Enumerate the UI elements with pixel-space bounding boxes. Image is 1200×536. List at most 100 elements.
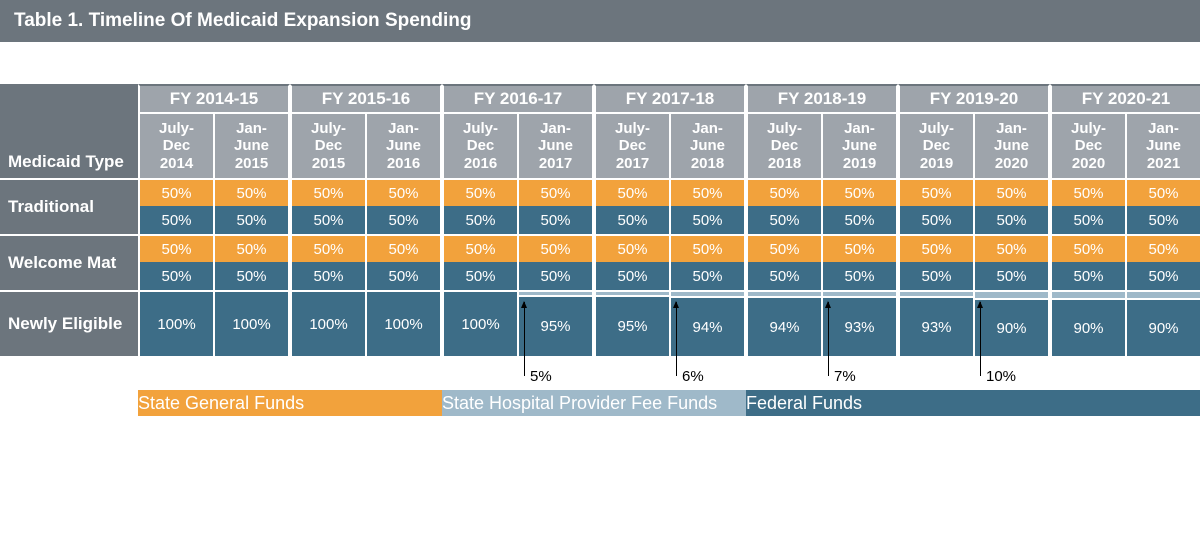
callout-cell: [594, 356, 670, 386]
newly-eligible-cell: 100%: [442, 290, 518, 356]
federal-bar: 95%: [596, 297, 669, 356]
newly-eligible-cell: 95%: [518, 290, 594, 356]
newly-eligible-cell: 100%: [214, 290, 290, 356]
pct-cell: 50%: [898, 206, 974, 234]
fy-header-row: Medicaid Type FY 2014-15FY 2015-16FY 201…: [0, 84, 1200, 114]
callout-cell: [746, 356, 822, 386]
federal-bar: 100%: [292, 292, 365, 356]
pct-cell: 50%: [214, 262, 290, 290]
pct-cell: 50%: [1050, 206, 1126, 234]
pct-cell: 50%: [594, 234, 670, 262]
pct-cell: 50%: [442, 234, 518, 262]
pct-cell: 50%: [366, 206, 442, 234]
half-header: July-Dec2014: [138, 114, 214, 178]
pct-cell: 50%: [670, 178, 746, 206]
fy-header: FY 2020-21: [1050, 84, 1200, 114]
pct-cell: 50%: [670, 234, 746, 262]
pct-cell: 50%: [290, 262, 366, 290]
pct-cell: 50%: [746, 234, 822, 262]
pct-cell: 50%: [366, 234, 442, 262]
pct-cell: 50%: [518, 262, 594, 290]
legend-hospital-fee: State Hospital Provider Fee Funds: [442, 386, 746, 416]
pct-cell: 50%: [1050, 178, 1126, 206]
table-title: Table 1. Timeline Of Medicaid Expansion …: [0, 0, 1200, 42]
federal-bar: 94%: [748, 298, 821, 356]
federal-bar: 100%: [367, 292, 440, 356]
pct-cell: 50%: [1126, 206, 1200, 234]
pct-cell: 50%: [138, 234, 214, 262]
pct-cell: 50%: [138, 178, 214, 206]
callout-label: 6%: [682, 368, 704, 385]
pct-cell: 50%: [822, 234, 898, 262]
pct-cell: 50%: [974, 206, 1050, 234]
half-header: Jan-June2020: [974, 114, 1050, 178]
pct-cell: 50%: [1126, 234, 1200, 262]
half-header: Jan-June2015: [214, 114, 290, 178]
pct-cell: 50%: [290, 178, 366, 206]
callout-arrow: [980, 302, 981, 376]
callout-cell: [290, 356, 366, 386]
callout-arrow: [676, 302, 677, 376]
pct-cell: 50%: [1050, 262, 1126, 290]
callout-cell: 5%: [518, 356, 594, 386]
fy-header: FY 2019-20: [898, 84, 1050, 114]
fy-header: FY 2014-15: [138, 84, 290, 114]
pct-cell: 50%: [746, 206, 822, 234]
half-header: Jan-June2016: [366, 114, 442, 178]
half-header: Jan-June2018: [670, 114, 746, 178]
callout-cell: [1050, 356, 1126, 386]
pct-cell: 50%: [442, 262, 518, 290]
row-label-welcomemat: Welcome Mat: [0, 234, 138, 290]
pct-cell: 50%: [898, 234, 974, 262]
pct-cell: 50%: [214, 206, 290, 234]
callout-label: 5%: [530, 368, 552, 385]
callout-cell: [1126, 356, 1200, 386]
federal-bar: 93%: [900, 298, 973, 356]
federal-bar: 100%: [444, 292, 517, 356]
newly-eligible-cell: 90%: [974, 290, 1050, 356]
pct-cell: 50%: [670, 262, 746, 290]
callout-cell: 6%: [670, 356, 746, 386]
callout-label: 7%: [834, 368, 856, 385]
half-header: July-Dec2016: [442, 114, 518, 178]
pct-cell: 50%: [1126, 178, 1200, 206]
callout-cell: [138, 356, 214, 386]
half-header: Jan-June2017: [518, 114, 594, 178]
callout-arrow: [524, 302, 525, 376]
pct-cell: 50%: [670, 206, 746, 234]
pct-cell: 50%: [594, 178, 670, 206]
callout-arrow: [828, 302, 829, 376]
pct-cell: 50%: [822, 262, 898, 290]
pct-cell: 50%: [898, 178, 974, 206]
fy-header: FY 2016-17: [442, 84, 594, 114]
callout-row: 5% 6% 7% 10%: [0, 356, 1200, 386]
newly-eligible-cell: 95%: [594, 290, 670, 356]
newly-eligible-cell: 93%: [822, 290, 898, 356]
newly-eligible-row: Newly Eligible 100%100%100%100%100%95%95…: [0, 290, 1200, 356]
pct-cell: 50%: [442, 178, 518, 206]
traditional-state-row: Traditional 50%50%50%50%50%50%50%50%50%5…: [0, 178, 1200, 206]
medicaid-timeline-table: Medicaid Type FY 2014-15FY 2015-16FY 201…: [0, 84, 1200, 416]
newly-eligible-cell: 90%: [1126, 290, 1200, 356]
federal-bar: 90%: [975, 300, 1048, 356]
pct-cell: 50%: [898, 262, 974, 290]
half-header: July-Dec2020: [1050, 114, 1126, 178]
legend-row: State General Funds State Hospital Provi…: [0, 386, 1200, 416]
legend-federal: Federal Funds: [746, 386, 1200, 416]
row-label-newly: Newly Eligible: [0, 290, 138, 356]
pct-cell: 50%: [518, 206, 594, 234]
pct-cell: 50%: [1050, 234, 1126, 262]
fy-header: FY 2015-16: [290, 84, 442, 114]
fy-header: FY 2018-19: [746, 84, 898, 114]
callout-cell: [214, 356, 290, 386]
callout-cell: 7%: [822, 356, 898, 386]
callout-cell: 10%: [974, 356, 1050, 386]
pct-cell: 50%: [366, 262, 442, 290]
welcomemat-state-row: Welcome Mat 50%50%50%50%50%50%50%50%50%5…: [0, 234, 1200, 262]
newly-eligible-cell: 93%: [898, 290, 974, 356]
half-header: July-Dec2019: [898, 114, 974, 178]
pct-cell: 50%: [594, 262, 670, 290]
callout-cell: [366, 356, 442, 386]
pct-cell: 50%: [974, 234, 1050, 262]
pct-cell: 50%: [138, 262, 214, 290]
